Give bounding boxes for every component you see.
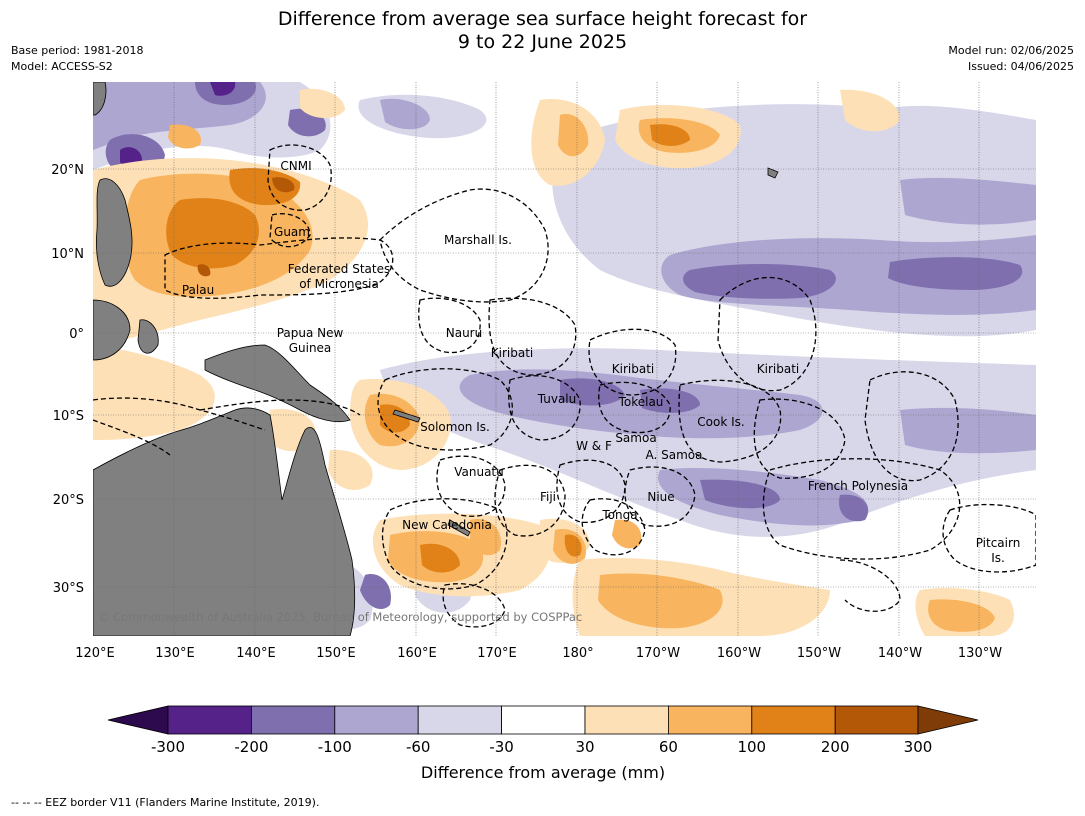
colorbar-label: -200 (234, 738, 268, 756)
label-marshall: Marshall Is. (444, 233, 512, 247)
label-niue: Niue (647, 490, 674, 504)
colorbar-label: 100 (737, 738, 766, 756)
title-line-1: Difference from average sea surface heig… (277, 8, 808, 30)
lon-tick: 130°E (155, 646, 195, 661)
label-cook-islands: Cook Is. (697, 415, 744, 429)
label-samoa: Samoa (615, 431, 656, 445)
label-vanuatu: Vanuatu (454, 465, 504, 479)
solomon (392, 409, 421, 423)
eez-footnote: -- -- -- EEZ border V11 (Flanders Marine… (11, 796, 320, 809)
eez-borders (93, 144, 1036, 628)
anomaly-medium-negative (93, 82, 1036, 526)
lon-tick: 160°E (397, 646, 437, 661)
label-french-polynesia: French Polynesia (808, 479, 908, 493)
anomaly-strong-positive (166, 124, 690, 573)
label-pitcairn-line1: Pitcairn (976, 536, 1021, 550)
copyright-text: © Commonwealth of Australia 2025, Bureau… (98, 610, 582, 624)
colorbar-label: -30 (489, 738, 514, 756)
colorbar-extend-low (107, 705, 169, 735)
label-solomon-islands: Solomon Is. (420, 420, 490, 434)
label-png-line2: Guinea (289, 341, 332, 355)
lon-tick: 150°W (797, 646, 841, 661)
colorbar-label: -60 (406, 738, 431, 756)
map-area: CNMI Guam Marshall Is. Federated States … (93, 82, 1036, 636)
colorbar-extend-high (917, 705, 979, 735)
land-masses (93, 82, 779, 636)
base-period: Base period: 1981-2018 (11, 44, 144, 57)
borneo-edge (93, 299, 131, 361)
lon-tick: 180° (562, 646, 593, 661)
lat-tick: 20°S (53, 493, 84, 508)
sulawesi (137, 319, 159, 354)
lon-tick: 150°E (316, 646, 356, 661)
colorbar-bin (834, 705, 919, 735)
label-guam: Guam (274, 225, 310, 239)
label-cnmi: CNMI (280, 159, 311, 173)
label-palau: Palau (182, 283, 214, 297)
title-line-2: 9 to 22 June 2025 (457, 31, 628, 53)
colorbar-label: 200 (821, 738, 850, 756)
label-tuvalu: Tuvalu (537, 392, 577, 406)
model-name: Model: ACCESS-S2 (11, 60, 113, 73)
lon-tick: 170°W (636, 646, 680, 661)
lat-tick: 20°N (51, 163, 84, 178)
colorbar-bin (668, 705, 753, 735)
label-american-samoa: A. Samoa (646, 448, 703, 462)
hawaii (767, 167, 779, 179)
lon-tick: 140°E (236, 646, 276, 661)
colorbar-label: 60 (659, 738, 678, 756)
colorbar-bin (751, 705, 836, 735)
label-wallis-futuna: W & F (576, 439, 612, 453)
model-run: Model run: 02/06/2025 (948, 44, 1074, 57)
colorbar-label: -300 (151, 738, 185, 756)
anomaly-very-strong-positive (197, 177, 295, 277)
label-nauru: Nauru (446, 326, 482, 340)
lon-tick: 140°W (878, 646, 922, 661)
label-fsm-line1: Federated States (288, 262, 390, 276)
issued-date: Issued: 04/06/2025 (967, 60, 1074, 73)
lon-tick: 170°E (477, 646, 517, 661)
colorbar-title: Difference from average (mm) (421, 763, 665, 782)
colorbar: -300 -200 -100 -60 -30 30 60 100 200 300… (107, 705, 979, 782)
meta-right: Model run: 02/06/2025 Issued: 04/06/2025 (948, 43, 1074, 75)
place-labels: CNMI Guam Marshall Is. Federated States … (182, 159, 1020, 565)
colorbar-bin (584, 705, 669, 735)
longitude-tick-labels: 120°E 130°E 140°E 150°E 160°E 170°E 180°… (75, 646, 1002, 661)
colorbar-bin (417, 705, 503, 735)
colorbar-bin (501, 705, 586, 735)
taiwan-edge (93, 82, 107, 116)
label-tokelau: Tokelau (618, 395, 664, 409)
colorbar-bin (167, 705, 252, 735)
lon-tick: 160°W (717, 646, 761, 661)
lon-tick: 130°W (958, 646, 1002, 661)
lat-tick: 30°S (53, 581, 84, 596)
colorbar-label: 300 (904, 738, 933, 756)
label-kiribati-west: Kiribati (491, 346, 533, 360)
graticule (93, 82, 1036, 636)
lat-tick: 10°S (53, 409, 84, 424)
label-kiribati-east: Kiribati (757, 362, 799, 376)
label-fiji: Fiji (540, 490, 556, 504)
colorbar-label: -100 (318, 738, 352, 756)
latitude-tick-labels: 20°N 10°N 0° 10°S 20°S 30°S (51, 163, 84, 596)
new-caledonia (447, 519, 471, 537)
label-new-caledonia: New Caledonia (402, 518, 492, 532)
label-tonga: Tonga (601, 508, 637, 522)
australia (93, 407, 356, 636)
lon-tick: 120°E (75, 646, 115, 661)
lat-tick: 0° (69, 327, 84, 342)
label-kiribati-central: Kiribati (612, 362, 654, 376)
label-pitcairn-line2: Is. (991, 551, 1005, 565)
colorbar-bin (250, 705, 336, 735)
colorbar-bin (334, 705, 419, 735)
colorbar-label: 30 (575, 738, 594, 756)
meta-left: Base period: 1981-2018 Model: ACCESS-S2 (11, 43, 143, 75)
philippines (96, 178, 133, 287)
lat-tick: 10°N (51, 247, 84, 262)
label-fsm-line2: of Micronesia (299, 277, 379, 291)
map-title: Difference from average sea surface heig… (0, 8, 1085, 54)
label-png-line1: Papua New (277, 326, 344, 340)
